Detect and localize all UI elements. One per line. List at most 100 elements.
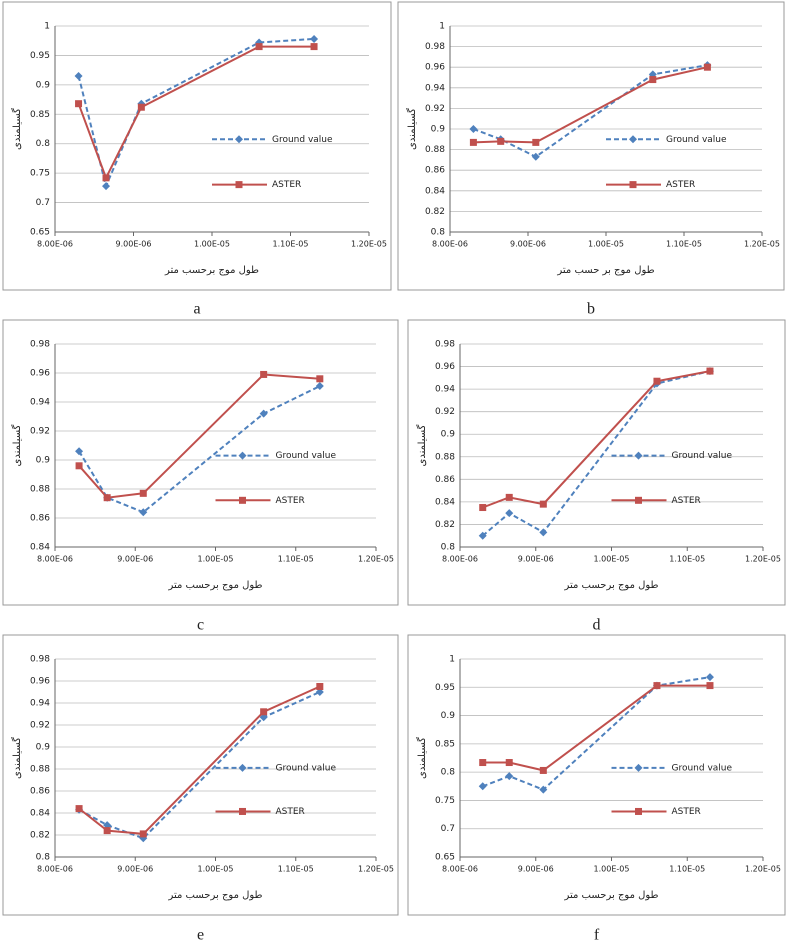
legend-marker: [635, 496, 642, 504]
marker: [479, 504, 487, 512]
y-tick-label: 0.8: [441, 768, 456, 778]
y-tick-label: 0.75: [435, 796, 455, 806]
x-axis-label: طول موج برحسب متر: [167, 890, 262, 901]
y-tick-label: 0.9: [431, 125, 446, 135]
y-tick-label: 0.75: [30, 169, 50, 179]
legend-marker: [635, 807, 642, 815]
marker: [539, 500, 547, 508]
y-tick-label: 0.9: [36, 743, 51, 753]
marker: [137, 103, 145, 111]
x-tick-label: 8.00E-06: [442, 865, 478, 874]
x-axis-label: طول موج بر حسب متر: [556, 265, 654, 276]
marker: [260, 708, 268, 716]
y-tick-label: 0.8: [441, 543, 456, 553]
legend-label: Ground value: [276, 451, 337, 461]
y-tick-label: 0.92: [30, 721, 50, 731]
y-tick-label: 0.96: [30, 677, 50, 687]
y-tick-label: 0.84: [425, 186, 445, 196]
y-tick-label: 0.92: [30, 427, 50, 437]
x-tick-label: 1.10E-05: [278, 555, 314, 564]
marker: [539, 785, 548, 794]
legend-label: Ground value: [672, 763, 733, 773]
y-tick-label: 0.86: [425, 166, 445, 176]
y-tick-label: 0.88: [30, 485, 50, 495]
marker: [103, 494, 111, 502]
x-tick-label: 1.10E-05: [278, 865, 314, 874]
legend-marker: [634, 763, 643, 772]
y-tick-label: 0.88: [425, 145, 445, 155]
marker: [102, 174, 110, 182]
x-axis-label: طول موج برحسب متر: [167, 580, 262, 591]
marker: [469, 125, 478, 133]
x-tick-label: 9.00E-06: [518, 865, 554, 874]
x-tick-label: 1.20E-05: [744, 240, 780, 249]
marker: [703, 63, 711, 71]
marker: [531, 152, 540, 161]
panel-frame: [397, 1, 785, 291]
y-tick-label: 0.8: [36, 139, 51, 149]
panel-letter: a: [193, 301, 200, 318]
legend-label: ASTER: [666, 180, 695, 190]
y-tick-label: 0.9: [36, 80, 51, 90]
panel-letter: f: [594, 927, 600, 944]
marker: [75, 447, 84, 456]
y-axis-label: گسیلمندی: [11, 424, 23, 466]
y-tick-label: 0.7: [36, 198, 50, 208]
y-tick-label: 0.92: [425, 104, 445, 114]
marker: [505, 493, 513, 501]
legend-label: Ground value: [276, 763, 337, 773]
x-tick-label: 1.20E-05: [745, 865, 781, 874]
panel-letter: e: [197, 927, 204, 944]
marker: [539, 766, 547, 774]
marker: [75, 100, 83, 108]
x-tick-label: 8.00E-06: [432, 240, 468, 249]
x-tick-label: 1.00E-05: [588, 240, 624, 249]
legend-label: Ground value: [672, 451, 733, 461]
marker: [478, 782, 487, 791]
y-tick-label: 0.85: [435, 739, 455, 749]
marker: [260, 370, 268, 378]
marker: [102, 182, 111, 191]
x-axis-label: طول موج برحسب متر: [563, 580, 658, 591]
panel-letter: b: [587, 301, 595, 318]
legend-label: ASTER: [272, 180, 301, 190]
legend-label: Ground value: [272, 135, 333, 145]
marker: [705, 673, 714, 682]
x-tick-label: 1.20E-05: [358, 555, 394, 564]
x-tick-label: 1.20E-05: [358, 865, 394, 874]
marker: [532, 138, 540, 146]
x-tick-label: 8.00E-06: [37, 555, 73, 564]
x-tick-label: 1.10E-05: [669, 865, 705, 874]
y-axis-label: گسیلمندی: [11, 737, 23, 779]
y-tick-label: 0.94: [30, 398, 50, 408]
y-tick-label: 0.92: [435, 407, 455, 417]
legend-label: ASTER: [276, 496, 305, 506]
legend-marker: [238, 763, 247, 772]
marker: [103, 827, 111, 835]
y-axis-label: گسیلمندی: [406, 108, 418, 150]
x-tick-label: 1.00E-05: [198, 555, 234, 564]
y-tick-label: 0.84: [30, 543, 50, 553]
x-tick-label: 9.00E-06: [117, 865, 153, 874]
y-tick-label: 0.94: [30, 699, 50, 709]
panel-frame: [407, 634, 786, 916]
y-tick-label: 0.88: [30, 765, 50, 775]
marker: [310, 34, 319, 43]
x-tick-label: 8.00E-06: [37, 240, 73, 249]
marker: [706, 367, 714, 375]
x-tick-label: 8.00E-06: [37, 865, 73, 874]
marker: [505, 759, 513, 767]
marker: [505, 509, 514, 518]
marker: [255, 43, 263, 51]
y-tick-label: 0.9: [441, 711, 456, 721]
y-tick-label: 0.82: [435, 520, 455, 530]
y-tick-label: 0.98: [30, 655, 50, 665]
y-tick-label: 0.96: [30, 369, 50, 379]
panel-letter: d: [593, 617, 601, 634]
y-tick-label: 0.96: [435, 362, 455, 372]
y-tick-label: 1: [439, 22, 445, 32]
y-tick-label: 0.65: [30, 228, 50, 238]
legend-marker: [634, 451, 643, 460]
panel-letter: c: [197, 617, 204, 634]
marker: [259, 409, 268, 418]
